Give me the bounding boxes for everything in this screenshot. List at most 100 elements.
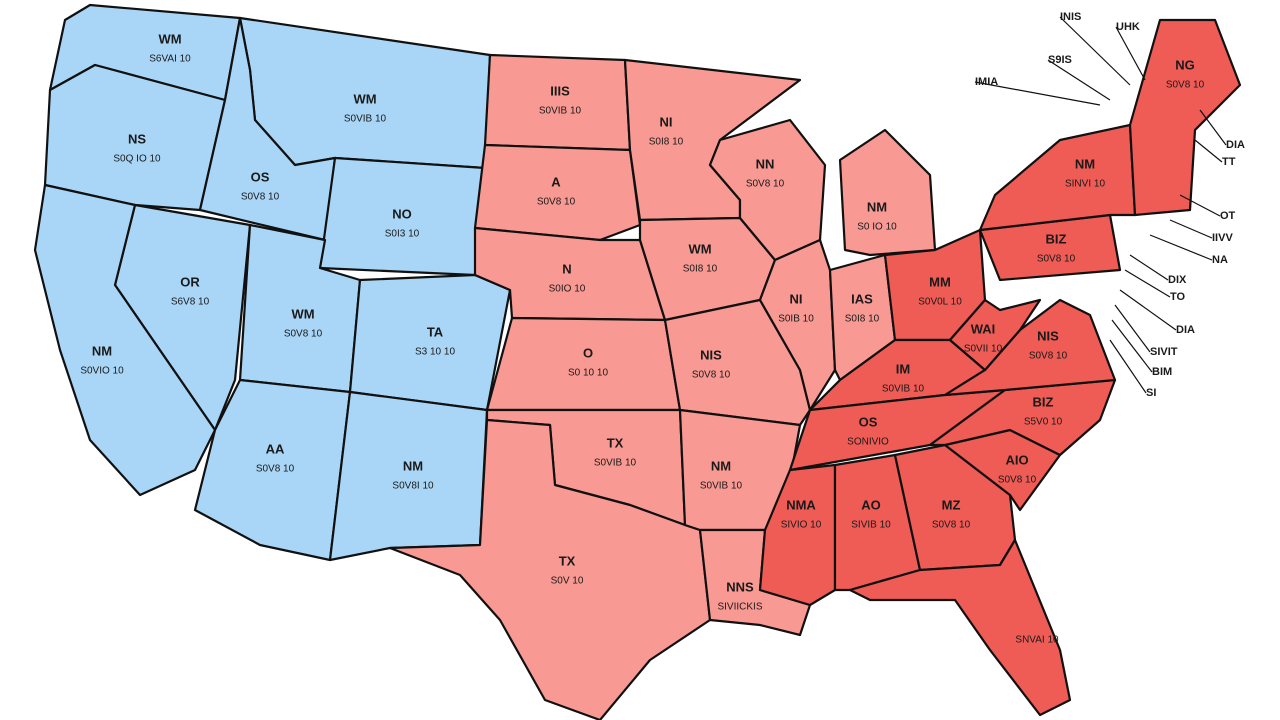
state-abbr: NO bbox=[392, 206, 412, 221]
state-abbr: NNS bbox=[726, 579, 754, 594]
state-abbr: NM bbox=[867, 199, 887, 214]
callout-label: IIVV bbox=[1212, 232, 1233, 244]
state-value: S0V8 10 bbox=[692, 370, 731, 381]
state-abbr: NM bbox=[711, 458, 731, 473]
state-value: S0V8 10 bbox=[537, 197, 576, 208]
callout-label: INIS bbox=[1060, 11, 1081, 23]
state-value: S0VIB 10 bbox=[344, 114, 387, 125]
state-abbr: IIIS bbox=[550, 83, 570, 98]
state-shape bbox=[948, 298, 1042, 372]
state-value: S5V0 10 bbox=[1024, 417, 1063, 428]
state-value: S0V8 10 bbox=[746, 179, 785, 190]
callout-label: DIA bbox=[1226, 139, 1245, 151]
state-value: S0V8 10 bbox=[284, 329, 323, 340]
state-value: S0V8 10 bbox=[1166, 80, 1205, 91]
leader-line bbox=[1149, 234, 1213, 261]
callout-label: SI bbox=[1146, 387, 1156, 399]
state-value: S0VIB 10 bbox=[882, 384, 925, 395]
state-value: SINVI 10 bbox=[1065, 179, 1105, 190]
state-value: S6V8 10 bbox=[171, 297, 210, 308]
callout-label: NA bbox=[1212, 254, 1228, 266]
callout-label: IMIA bbox=[975, 76, 998, 88]
state-shape bbox=[848, 538, 1072, 717]
state-abbr: O bbox=[583, 345, 593, 360]
state-abbr: A bbox=[551, 174, 561, 189]
state-value: S0 IO 10 bbox=[857, 222, 897, 233]
state-abbr: TA bbox=[427, 324, 444, 339]
state-value: S0VIB 10 bbox=[539, 106, 582, 117]
state-shape bbox=[198, 16, 337, 242]
callout-label: OT bbox=[1220, 210, 1236, 222]
state-value: S0V8 10 bbox=[932, 520, 971, 531]
state-value: S0I8 10 bbox=[683, 264, 718, 275]
state-abbr: OR bbox=[180, 274, 200, 289]
leader-line bbox=[1059, 16, 1131, 86]
callout-label: TT bbox=[1222, 156, 1236, 168]
state-abbr: OS bbox=[859, 414, 878, 429]
leader-line bbox=[1194, 139, 1223, 163]
callout-label: DIA bbox=[1176, 324, 1195, 336]
state-value: S6VAI 10 bbox=[149, 54, 191, 65]
state-value: S0I8 10 bbox=[845, 314, 880, 325]
state-shape bbox=[33, 183, 217, 497]
state-abbr: NMA bbox=[786, 497, 816, 512]
state-abbr: NN bbox=[756, 156, 775, 171]
callout-label: DIX bbox=[1168, 274, 1187, 286]
state-shape bbox=[348, 273, 512, 412]
callout-label: TO bbox=[1170, 291, 1186, 303]
state-abbr: NG bbox=[1175, 57, 1195, 72]
state-abbr: WM bbox=[291, 306, 314, 321]
leader-line bbox=[974, 81, 1101, 106]
state-value: S0 10 10 bbox=[568, 368, 608, 379]
state-abbr: AA bbox=[266, 441, 285, 456]
state-abbr: NIS bbox=[700, 347, 722, 362]
leader-line bbox=[1111, 319, 1153, 373]
state-value: S0VIB 10 bbox=[700, 481, 743, 492]
state-abbr: TX bbox=[607, 435, 624, 450]
state-value: S0V8 10 bbox=[1029, 351, 1068, 362]
callout-label: BIM bbox=[1152, 366, 1172, 378]
state-abbr: BIZ bbox=[1046, 231, 1067, 246]
state-value: S0V8 10 bbox=[998, 475, 1037, 486]
state-abbr: TX bbox=[559, 553, 576, 568]
state-abbr: WAI bbox=[971, 321, 996, 336]
state-abbr: WM bbox=[688, 241, 711, 256]
state-shape bbox=[328, 390, 489, 562]
state-value: S0V8 10 bbox=[241, 192, 280, 203]
state-abbr: OS bbox=[251, 169, 270, 184]
leader-line bbox=[1124, 269, 1171, 298]
state-value: S3 10 10 bbox=[415, 347, 455, 358]
leader-line bbox=[1179, 194, 1221, 217]
state-value: S0V8 10 bbox=[256, 464, 295, 475]
state-shape bbox=[483, 53, 632, 152]
callouts: INIS UHK S9IS IMIA DIA TT OT IIVV NA DIX TO DIA SIVI… bbox=[974, 11, 1245, 399]
state-abbr: IAS bbox=[851, 291, 873, 306]
state-abbr: NM bbox=[403, 458, 423, 473]
state-shape bbox=[758, 238, 837, 412]
state-value: SIVIO 10 bbox=[781, 520, 822, 531]
leader-line bbox=[1119, 289, 1177, 331]
state-value: S0VIO 10 bbox=[80, 366, 124, 377]
leader-line bbox=[1047, 59, 1111, 101]
state-abbr: WM bbox=[158, 31, 181, 46]
state-abbr: AO bbox=[861, 497, 881, 512]
state-value: SONIVIO bbox=[847, 437, 889, 448]
state-value: S0V 10 bbox=[551, 576, 584, 587]
state-shape bbox=[473, 143, 642, 242]
state-labels: WM S6VAI 10 WM S0VIB 10 NS S0Q IO 10 OS S0V8 10… bbox=[80, 31, 1204, 645]
leader-line bbox=[1199, 109, 1227, 146]
state-value: S0IO 10 bbox=[549, 284, 586, 295]
state-abbr: WM bbox=[353, 91, 376, 106]
state-value: S0VIB 10 bbox=[594, 458, 637, 469]
state-value: S0V8 10 bbox=[1037, 254, 1076, 265]
state-abbr: NI bbox=[660, 114, 673, 129]
state-abbr: NIS bbox=[1037, 328, 1059, 343]
state-abbr: MM bbox=[929, 274, 951, 289]
state-value: S0V8I 10 bbox=[392, 481, 434, 492]
leader-line bbox=[1114, 304, 1151, 353]
leader-line bbox=[1109, 339, 1147, 394]
state-value: S0V0L 10 bbox=[918, 297, 962, 308]
leader-line bbox=[1129, 254, 1169, 281]
leader-line bbox=[1115, 26, 1146, 81]
